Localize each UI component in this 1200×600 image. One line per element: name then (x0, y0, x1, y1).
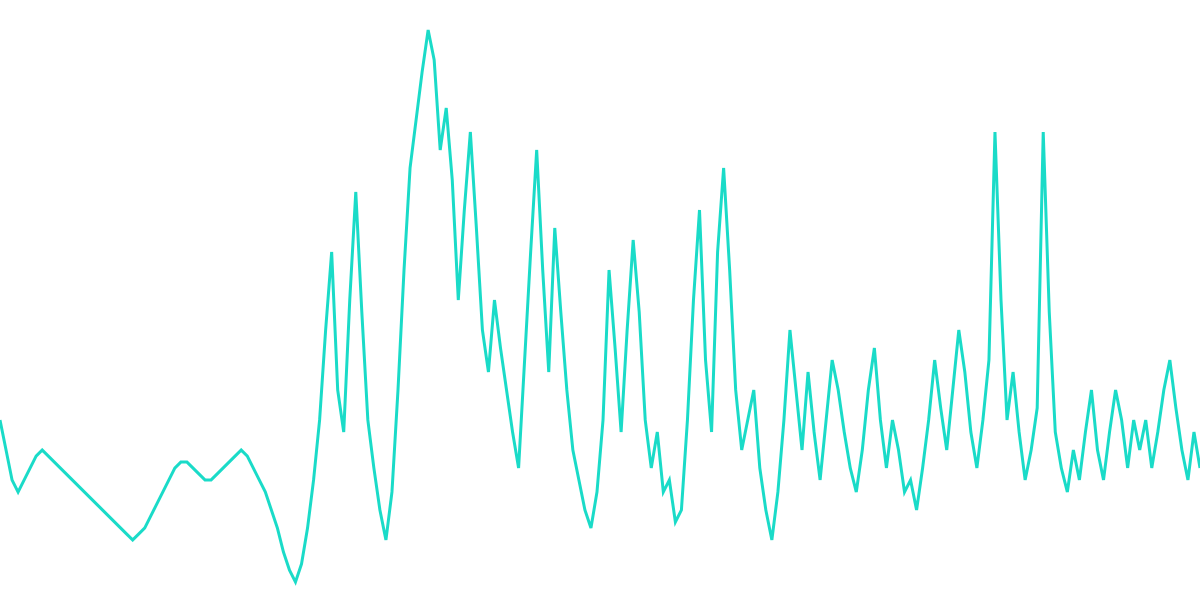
line-chart (0, 0, 1200, 600)
chart-line (0, 30, 1200, 582)
